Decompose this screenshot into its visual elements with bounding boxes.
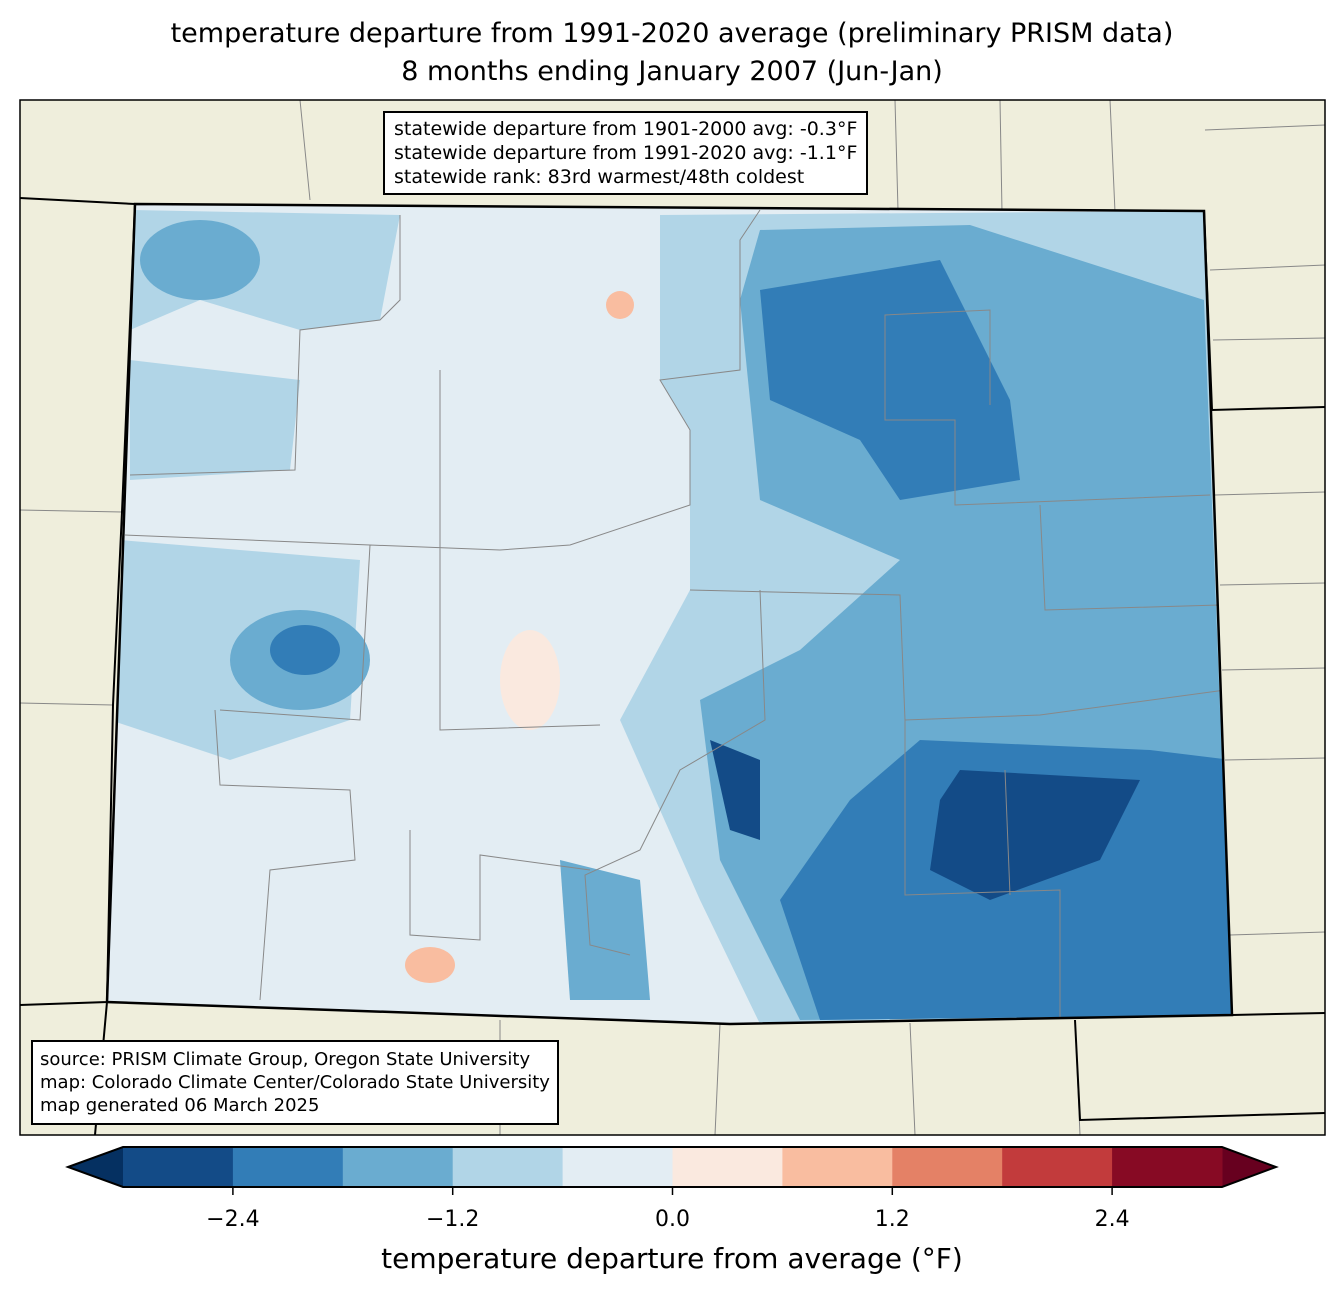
colorbar-bin (452, 1147, 564, 1187)
colorbar-tick-label: 1.2 (874, 1207, 910, 1232)
info-rank: statewide rank: 83rd warmest/48th coldes… (394, 166, 805, 188)
colorbar-tick-label: 2.4 (1094, 1207, 1130, 1232)
colorbar-bin (1002, 1147, 1113, 1187)
statewide-info-box: statewide departure from 1901-2000 avg: … (383, 111, 869, 195)
colorbar-tick-label: −2.4 (206, 1207, 260, 1232)
map-subtitle: 8 months ending January 2007 (Jun-Jan) (401, 56, 943, 87)
county-boundaries (124, 209, 1226, 1020)
colorbar-outline (65, 1146, 1279, 1188)
map-title: temperature departure from 1991-2020 ave… (170, 18, 1174, 49)
colorbar-over-extend (1222, 1147, 1276, 1187)
colorado-border (105, 202, 1234, 1026)
generated-date-line: map generated 06 March 2025 (40, 1095, 320, 1116)
colorbar (65, 1146, 1279, 1195)
colorbar-bin (342, 1147, 454, 1187)
source-box: source: PRISM Climate Group, Oregon Stat… (31, 1040, 559, 1125)
colorbar-tick-label: 0.0 (655, 1207, 690, 1232)
colorbar-bin (562, 1147, 673, 1187)
colorbar-under-extend (68, 1147, 123, 1187)
colorbar-label: temperature departure from average (°F) (381, 1242, 963, 1275)
neighbor-county-lines (19, 99, 1326, 1136)
colorbar-bin (782, 1147, 893, 1187)
colorbar-tick-label: −1.2 (425, 1207, 480, 1232)
colorbar-bin (892, 1147, 1003, 1187)
info-departure-1901-2000: statewide departure from 1901-2000 avg: … (394, 118, 858, 140)
colorbar-bin (232, 1147, 344, 1187)
colorbar-bin (672, 1147, 783, 1187)
source-line: source: PRISM Climate Group, Oregon Stat… (40, 1049, 531, 1070)
colorbar-bin (1112, 1147, 1223, 1187)
map-credit-line: map: Colorado Climate Center/Colorado St… (40, 1072, 550, 1093)
colorbar-bin (123, 1147, 234, 1187)
map-frame (19, 99, 1326, 1136)
info-departure-1991-2020: statewide departure from 1991-2020 avg: … (394, 142, 858, 164)
temperature-field (107, 204, 1232, 1024)
